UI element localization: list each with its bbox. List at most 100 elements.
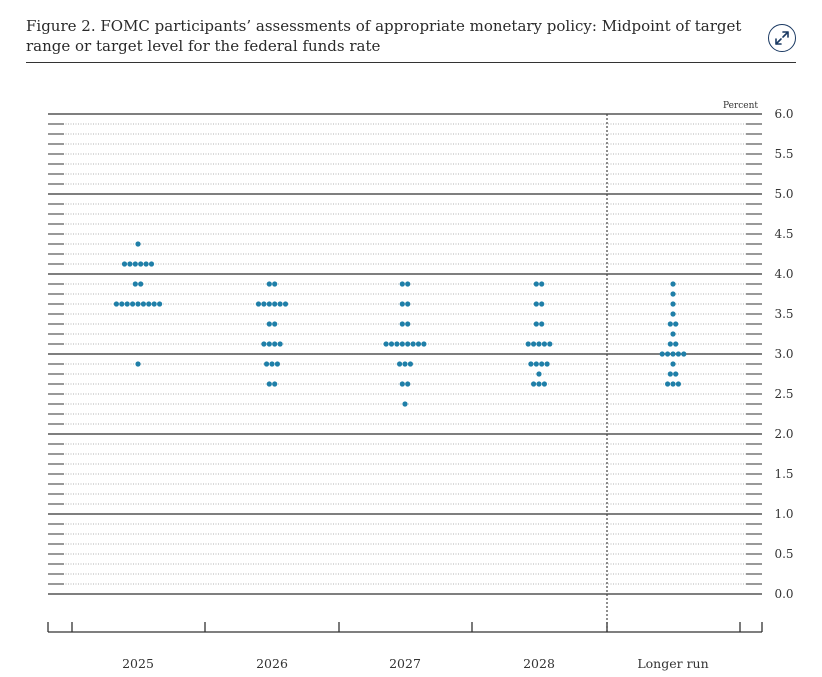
participant-dot: [399, 381, 405, 387]
participant-dot: [410, 341, 416, 347]
category-label: 2027: [389, 656, 421, 671]
x-axis: [47, 622, 763, 633]
participant-dot: [531, 381, 537, 387]
y-tick-label: 5.5: [774, 147, 793, 161]
participant-dot: [667, 321, 673, 327]
participant-dot: [140, 301, 146, 307]
participant-dot: [531, 341, 537, 347]
gridlines: [48, 113, 762, 595]
participant-dot: [138, 261, 144, 267]
participant-dot: [135, 361, 141, 367]
participant-dot: [272, 321, 278, 327]
participant-dot: [539, 301, 545, 307]
participant-dot: [541, 341, 548, 347]
participant-dot: [536, 381, 542, 387]
participant-dot: [405, 321, 411, 327]
participant-dot: [547, 341, 553, 347]
y-tick-label: 2.5: [774, 387, 793, 401]
participant-dot: [670, 301, 676, 307]
participant-dot: [127, 261, 133, 267]
participant-dot: [135, 241, 141, 247]
participant-dot: [673, 321, 679, 327]
participant-dot: [121, 261, 128, 267]
participant-dot: [525, 341, 531, 347]
participant-dot: [421, 341, 427, 347]
participant-dot: [277, 301, 283, 307]
participant-dot: [405, 381, 411, 387]
participant-dot: [266, 381, 272, 387]
participant-dot: [667, 341, 673, 347]
participant-dot: [272, 301, 278, 307]
participant-dot: [673, 341, 679, 347]
participant-dot: [124, 301, 130, 307]
participant-dot: [119, 301, 125, 307]
participant-dot: [269, 361, 275, 367]
y-tick-label: 0.0: [774, 587, 793, 601]
participant-dot: [670, 381, 676, 387]
participant-dot: [539, 361, 545, 367]
category-label: 2025: [122, 656, 154, 671]
participant-dot: [407, 361, 413, 367]
participant-dot: [113, 301, 119, 307]
participant-dot: [670, 281, 676, 287]
participant-dot: [266, 301, 272, 307]
participant-dot: [146, 301, 152, 307]
participant-dot: [399, 281, 405, 287]
participant-dot: [282, 301, 289, 307]
participant-dot: [670, 331, 676, 337]
participant-dot: [383, 341, 389, 347]
participant-dot: [132, 281, 138, 287]
y-tick-label: 1.5: [774, 467, 793, 481]
category-label: 2026: [256, 656, 288, 671]
y-axis-unit-label: Percent: [723, 101, 758, 111]
participant-dot: [266, 281, 272, 287]
participant-dot: [533, 361, 539, 367]
participant-dot: [399, 341, 405, 347]
participant-dot: [399, 301, 405, 307]
participant-dot: [670, 351, 676, 357]
participant-dot: [272, 381, 278, 387]
participant-dot: [388, 341, 395, 347]
participant-dot: [670, 311, 676, 317]
participant-dot: [266, 321, 272, 327]
participant-dot: [272, 341, 278, 347]
participant-dot: [675, 351, 682, 357]
participant-dot: [143, 261, 149, 267]
participant-dot: [266, 341, 272, 347]
expand-button[interactable]: [768, 24, 796, 52]
participant-dot: [670, 361, 676, 367]
participant-dot: [394, 341, 400, 347]
participant-dot: [261, 341, 267, 347]
participant-dot: [135, 301, 141, 307]
y-tick-labels: 0.0 0.5 1.0 1.5 2.0 2.5 3.0 3.5 4.0 4.5 5.0 5.5 6.0: [774, 107, 793, 601]
participant-dot: [274, 361, 280, 367]
participant-dot: [277, 341, 283, 347]
participant-dot: [132, 261, 138, 267]
participant-dot: [536, 341, 542, 347]
participant-dot: [261, 301, 267, 307]
participant-dot: [402, 361, 408, 367]
participant-dot: [415, 341, 422, 347]
participant-dot: [670, 291, 676, 297]
y-tick-label: 0.5: [774, 547, 793, 561]
participant-dot: [665, 381, 671, 387]
participant-dot: [264, 361, 270, 367]
expand-arrows-icon: [775, 31, 789, 45]
participant-dot: [681, 351, 687, 357]
dots-layer: [113, 241, 687, 407]
participant-dot: [148, 261, 155, 267]
participant-dot: [405, 281, 411, 287]
participant-dot: [405, 301, 411, 307]
participant-dot: [539, 281, 545, 287]
participant-dot: [399, 321, 405, 327]
participant-dot: [536, 371, 542, 377]
y-tick-label: 4.5: [774, 227, 793, 241]
participant-dot: [544, 361, 550, 367]
category-label: 2028: [523, 656, 555, 671]
y-tick-label: 1.0: [774, 507, 793, 521]
participant-dot: [157, 301, 163, 307]
y-tick-label: 3.5: [774, 307, 793, 321]
participant-dot: [397, 361, 403, 367]
participant-dot: [138, 281, 144, 287]
